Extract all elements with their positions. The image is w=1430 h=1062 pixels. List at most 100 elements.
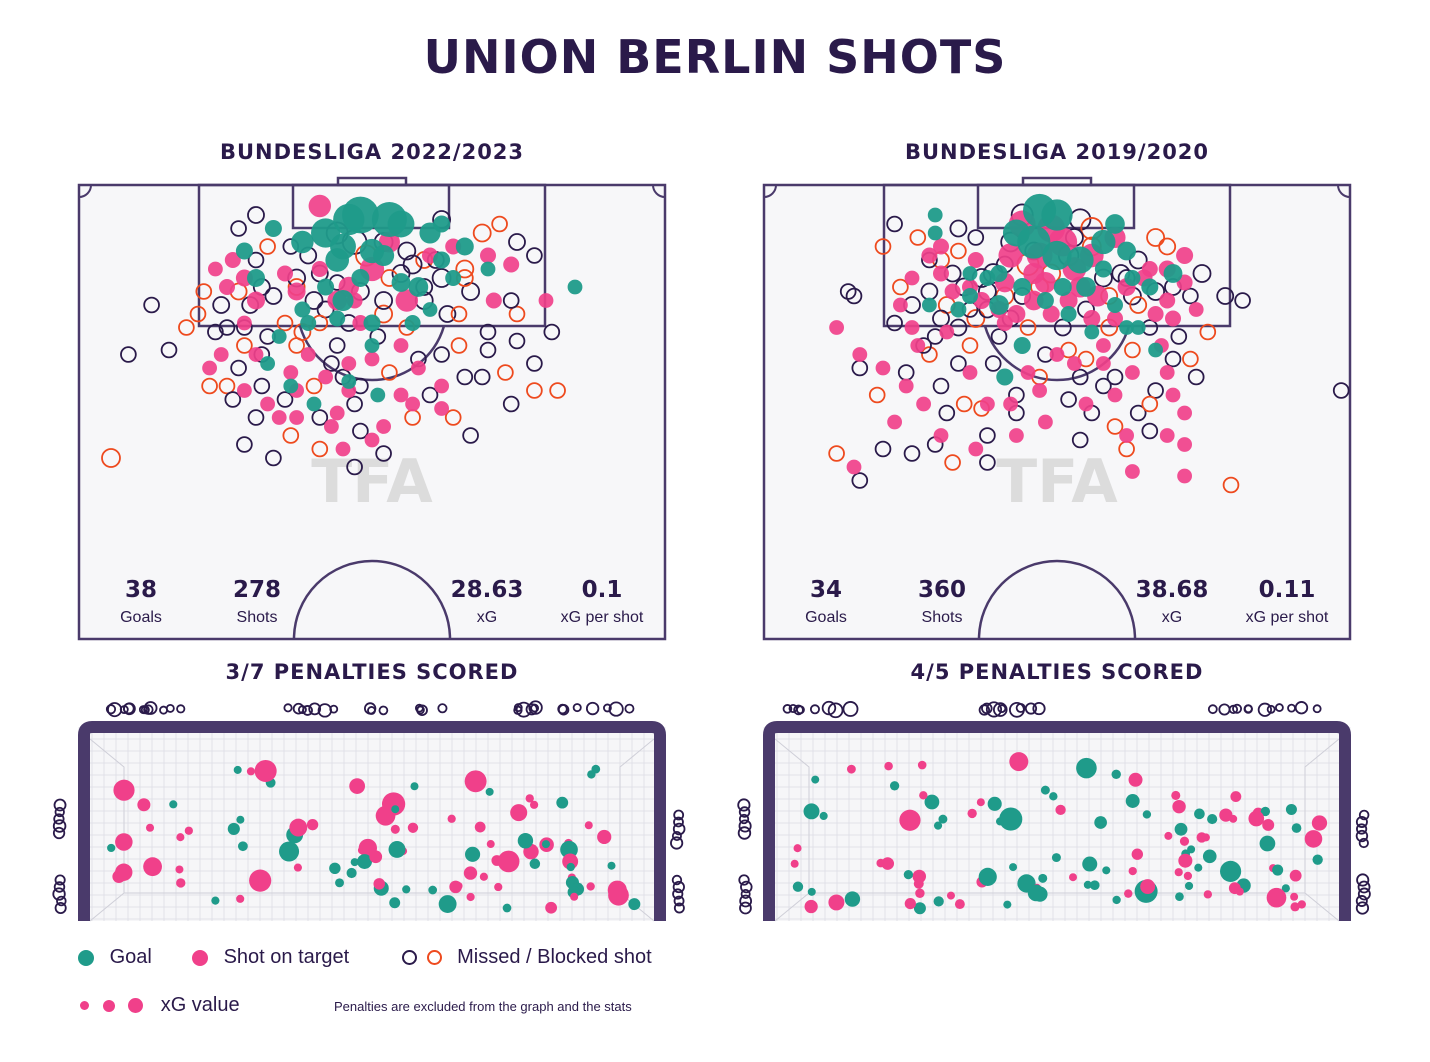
missed-shot-point (1124, 341, 1141, 359)
missed-penalty-area-marker (105, 704, 117, 715)
on-target-point (248, 347, 264, 362)
on-target-shot-marker (357, 846, 366, 855)
missed-shot-point (508, 332, 526, 350)
missed-shot-point (120, 346, 137, 363)
missed-shot-point (374, 291, 394, 310)
missed-shot-point (143, 296, 160, 314)
goal-point (404, 315, 421, 331)
goal-point (291, 230, 314, 254)
on-target-point (898, 378, 914, 394)
goal-shot-marker (227, 822, 240, 836)
missed-shot-point (473, 368, 491, 386)
missed-wide-marker (54, 806, 65, 818)
goal-point (1013, 336, 1031, 355)
goal-point (306, 396, 322, 412)
missed-shot-point (1129, 296, 1148, 314)
goal-point (1084, 324, 1100, 340)
missed-shot-point (421, 386, 439, 404)
missed-penalty-area-marker (308, 702, 322, 716)
missed-wide-marker (670, 836, 684, 850)
goal-point (1163, 264, 1183, 283)
missed-wide-marker (1355, 829, 1369, 843)
missed-shot-point (990, 328, 1008, 345)
missed-shot-point (979, 454, 996, 471)
missed-shot-point (543, 323, 561, 341)
goal-point (387, 210, 415, 238)
missed-shot-point (352, 422, 369, 440)
missed-shot-point (236, 337, 253, 354)
goal-shot-marker (335, 878, 344, 888)
on-target-shot-marker (1174, 868, 1183, 877)
on-target-point (395, 289, 419, 312)
missed-shot-point (1106, 418, 1124, 435)
missed-penalty-area-marker (123, 702, 136, 716)
goal-shot-marker (1094, 816, 1107, 829)
net-side-right (1304, 738, 1340, 922)
goal-point (260, 356, 276, 371)
missed-wide-marker (672, 888, 684, 900)
missed-shot-point (955, 395, 973, 413)
goal-shot-marker (1207, 813, 1218, 825)
goal-shot-marker (1009, 863, 1018, 872)
goal-point (979, 270, 996, 286)
on-target-point (892, 297, 908, 313)
missed-wide-marker (740, 880, 753, 894)
missed-penalty-area-marker (528, 700, 543, 715)
on-target-shot-marker (293, 863, 302, 872)
missed-shot-point (502, 395, 520, 413)
missed-shot-point (433, 346, 450, 363)
missed-wide-marker (1355, 895, 1368, 907)
goal-shot-marker (938, 814, 948, 824)
missed-shot-point (1192, 264, 1212, 283)
goal-point (1041, 199, 1073, 231)
on-target-shot-marker (143, 857, 162, 877)
on-target-point (1177, 437, 1193, 452)
goal-shot-marker (1111, 769, 1121, 780)
goal-point (927, 225, 943, 241)
on-target-shot-marker (790, 859, 799, 868)
centre-circle (292, 559, 452, 640)
missed-penalty-area-marker (827, 702, 844, 719)
goal-point (341, 374, 357, 389)
missed-shot-point (311, 409, 329, 426)
on-target-shot-marker (390, 824, 400, 834)
on-target-shot-marker (976, 798, 985, 807)
on-target-shot-marker (946, 891, 955, 900)
missed-shot-point (886, 314, 903, 332)
missed-shot-point (932, 377, 950, 395)
on-target-shot-marker (1228, 882, 1241, 895)
missed-wide-marker (1357, 887, 1371, 901)
on-target-shot-marker (793, 844, 802, 853)
on-target-point (538, 293, 554, 308)
goal-point (329, 310, 346, 327)
on-target-point (485, 292, 502, 309)
on-target-shot-marker (584, 821, 593, 830)
missed-shot-point (950, 242, 967, 260)
on-target-shot-marker (369, 850, 383, 864)
on-target-shot-marker (876, 858, 886, 868)
missed-shot-point (201, 377, 218, 395)
missed-shot-point (1060, 391, 1077, 408)
goal-shot-marker (811, 775, 820, 784)
missed-shot-point (207, 323, 224, 341)
missed-penalty-area-marker (1015, 702, 1026, 713)
on-target-point (829, 320, 845, 335)
missed-shot-point (305, 377, 323, 395)
goal-shot-marker (1038, 873, 1048, 883)
on-target-point (998, 243, 1023, 268)
missed-penalty-area-marker (1275, 703, 1284, 712)
on-target-shot-marker (1297, 900, 1306, 909)
on-target-point (933, 428, 949, 443)
missed-penalty-area-marker (608, 701, 624, 717)
stat-value: 34 (810, 577, 842, 603)
on-target-shot-marker (1290, 892, 1299, 901)
missed-shot-point (374, 304, 394, 324)
missed-shot-point (497, 364, 514, 381)
missed-shot-point (892, 278, 909, 296)
on-target-point (318, 369, 334, 385)
missed-wide-marker (739, 901, 752, 915)
goal-point (921, 297, 937, 313)
missed-wide-marker (53, 881, 66, 893)
goal-shot-marker (792, 881, 804, 892)
goal-shot-marker (889, 781, 900, 791)
